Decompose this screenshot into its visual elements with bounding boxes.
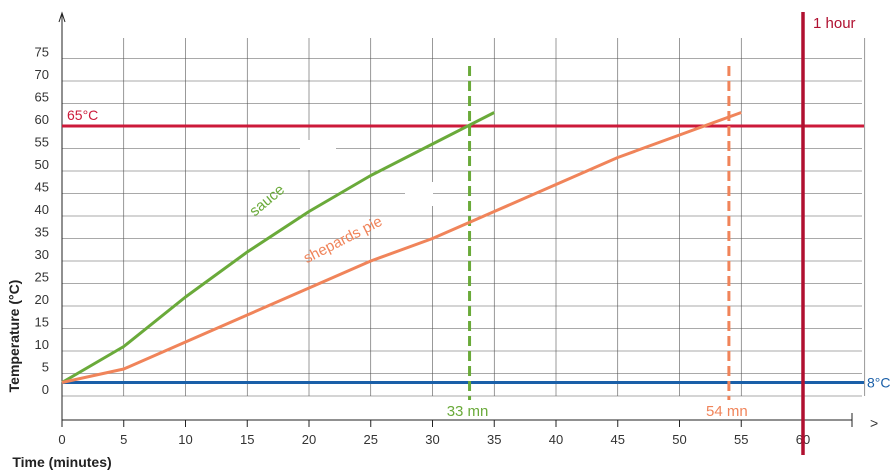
series-line [61,111,742,384]
x-tick-label: 45 [611,432,625,447]
y-tick-label: 50 [35,157,49,172]
y-tick-label: 35 [35,225,49,240]
y-axis-title: Temperature (°C) [6,280,22,393]
x-tick-label: 30 [425,432,439,447]
y-tick-label: 15 [35,315,49,330]
y-tick-label: 40 [35,202,49,217]
x-tick-label: 0 [58,432,65,447]
label-mask [405,182,433,206]
x-tick-label: 35 [487,432,501,447]
y-tick-label: 30 [35,247,49,262]
y-tick-label: 60 [35,112,49,127]
x-tick-label: 10 [178,432,192,447]
time-marker-label: 54 mn [706,403,748,420]
x-tick-label: 40 [549,432,563,447]
x-tick-label: 55 [734,432,748,447]
x-axis-title: Time (minutes) [12,454,111,470]
x-tick-label: 25 [364,432,378,447]
y-tick-label: 20 [35,292,49,307]
y-tick-label: 75 [35,45,49,60]
x-tick-label: 50 [672,432,686,447]
y-tick-label: 70 [35,67,49,82]
reference-line-label: 1 hour [813,15,856,32]
y-tick-label: 10 [35,337,49,352]
x-tick-label: 5 [120,432,127,447]
x-tick-label: 20 [302,432,316,447]
reference-line-label: 8°C [867,375,891,391]
series-label: sauce [246,181,288,220]
reference-line-label: 65°C [67,107,98,123]
x-tick-label: 15 [240,432,254,447]
x-axis-arrow-label: > [870,415,878,431]
label-mask [300,140,336,170]
time-marker-label: 33 mn [447,403,489,420]
y-tick-label: 45 [35,180,49,195]
y-tick-label: 0 [42,382,49,397]
y-tick-label: 25 [35,270,49,285]
y-tick-label: 65 [35,90,49,105]
y-tick-label: 5 [42,360,49,375]
y-tick-label: 55 [35,135,49,150]
y-axis-arrow [58,11,66,23]
series-line [61,111,495,384]
